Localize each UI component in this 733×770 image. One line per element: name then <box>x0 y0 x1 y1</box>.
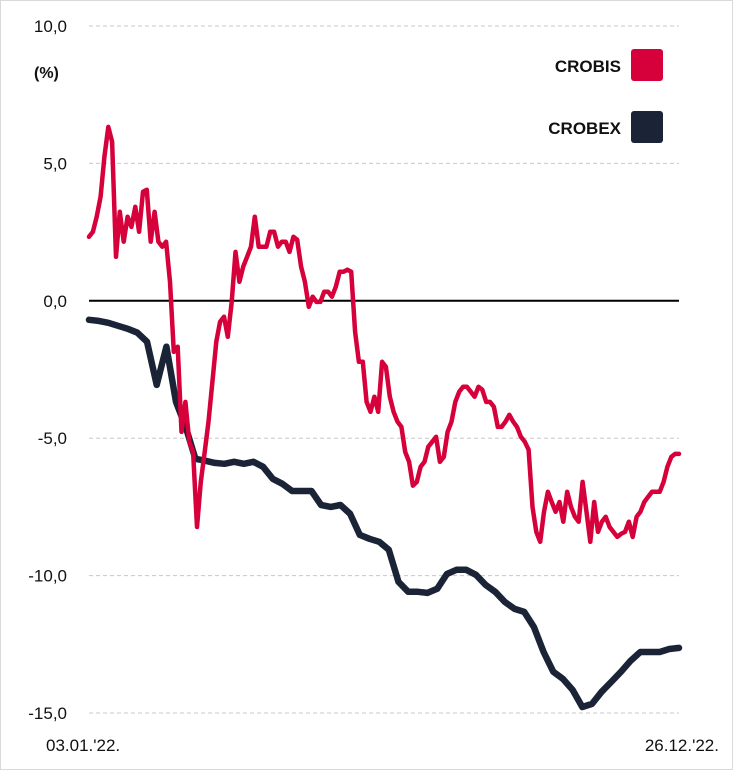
legend-swatch <box>631 111 663 143</box>
x-end-label: 26.12.'22. <box>645 736 719 755</box>
legend-label: CROBIS <box>555 57 621 76</box>
y-tick-label: -10,0 <box>28 567 67 586</box>
legend-label: CROBEX <box>548 119 621 138</box>
y-tick-label: -5,0 <box>38 429 67 448</box>
series-line-crobis <box>86 124 682 545</box>
x-start-label: 03.01.'22. <box>46 736 120 755</box>
y-tick-label: 0,0 <box>43 292 67 311</box>
legend-swatch <box>631 49 663 81</box>
y-tick-label: 5,0 <box>43 154 67 173</box>
y-axis-unit-label: (%) <box>34 65 59 82</box>
y-tick-label: 10,0 <box>34 17 67 36</box>
y-tick-label: -15,0 <box>28 704 67 723</box>
